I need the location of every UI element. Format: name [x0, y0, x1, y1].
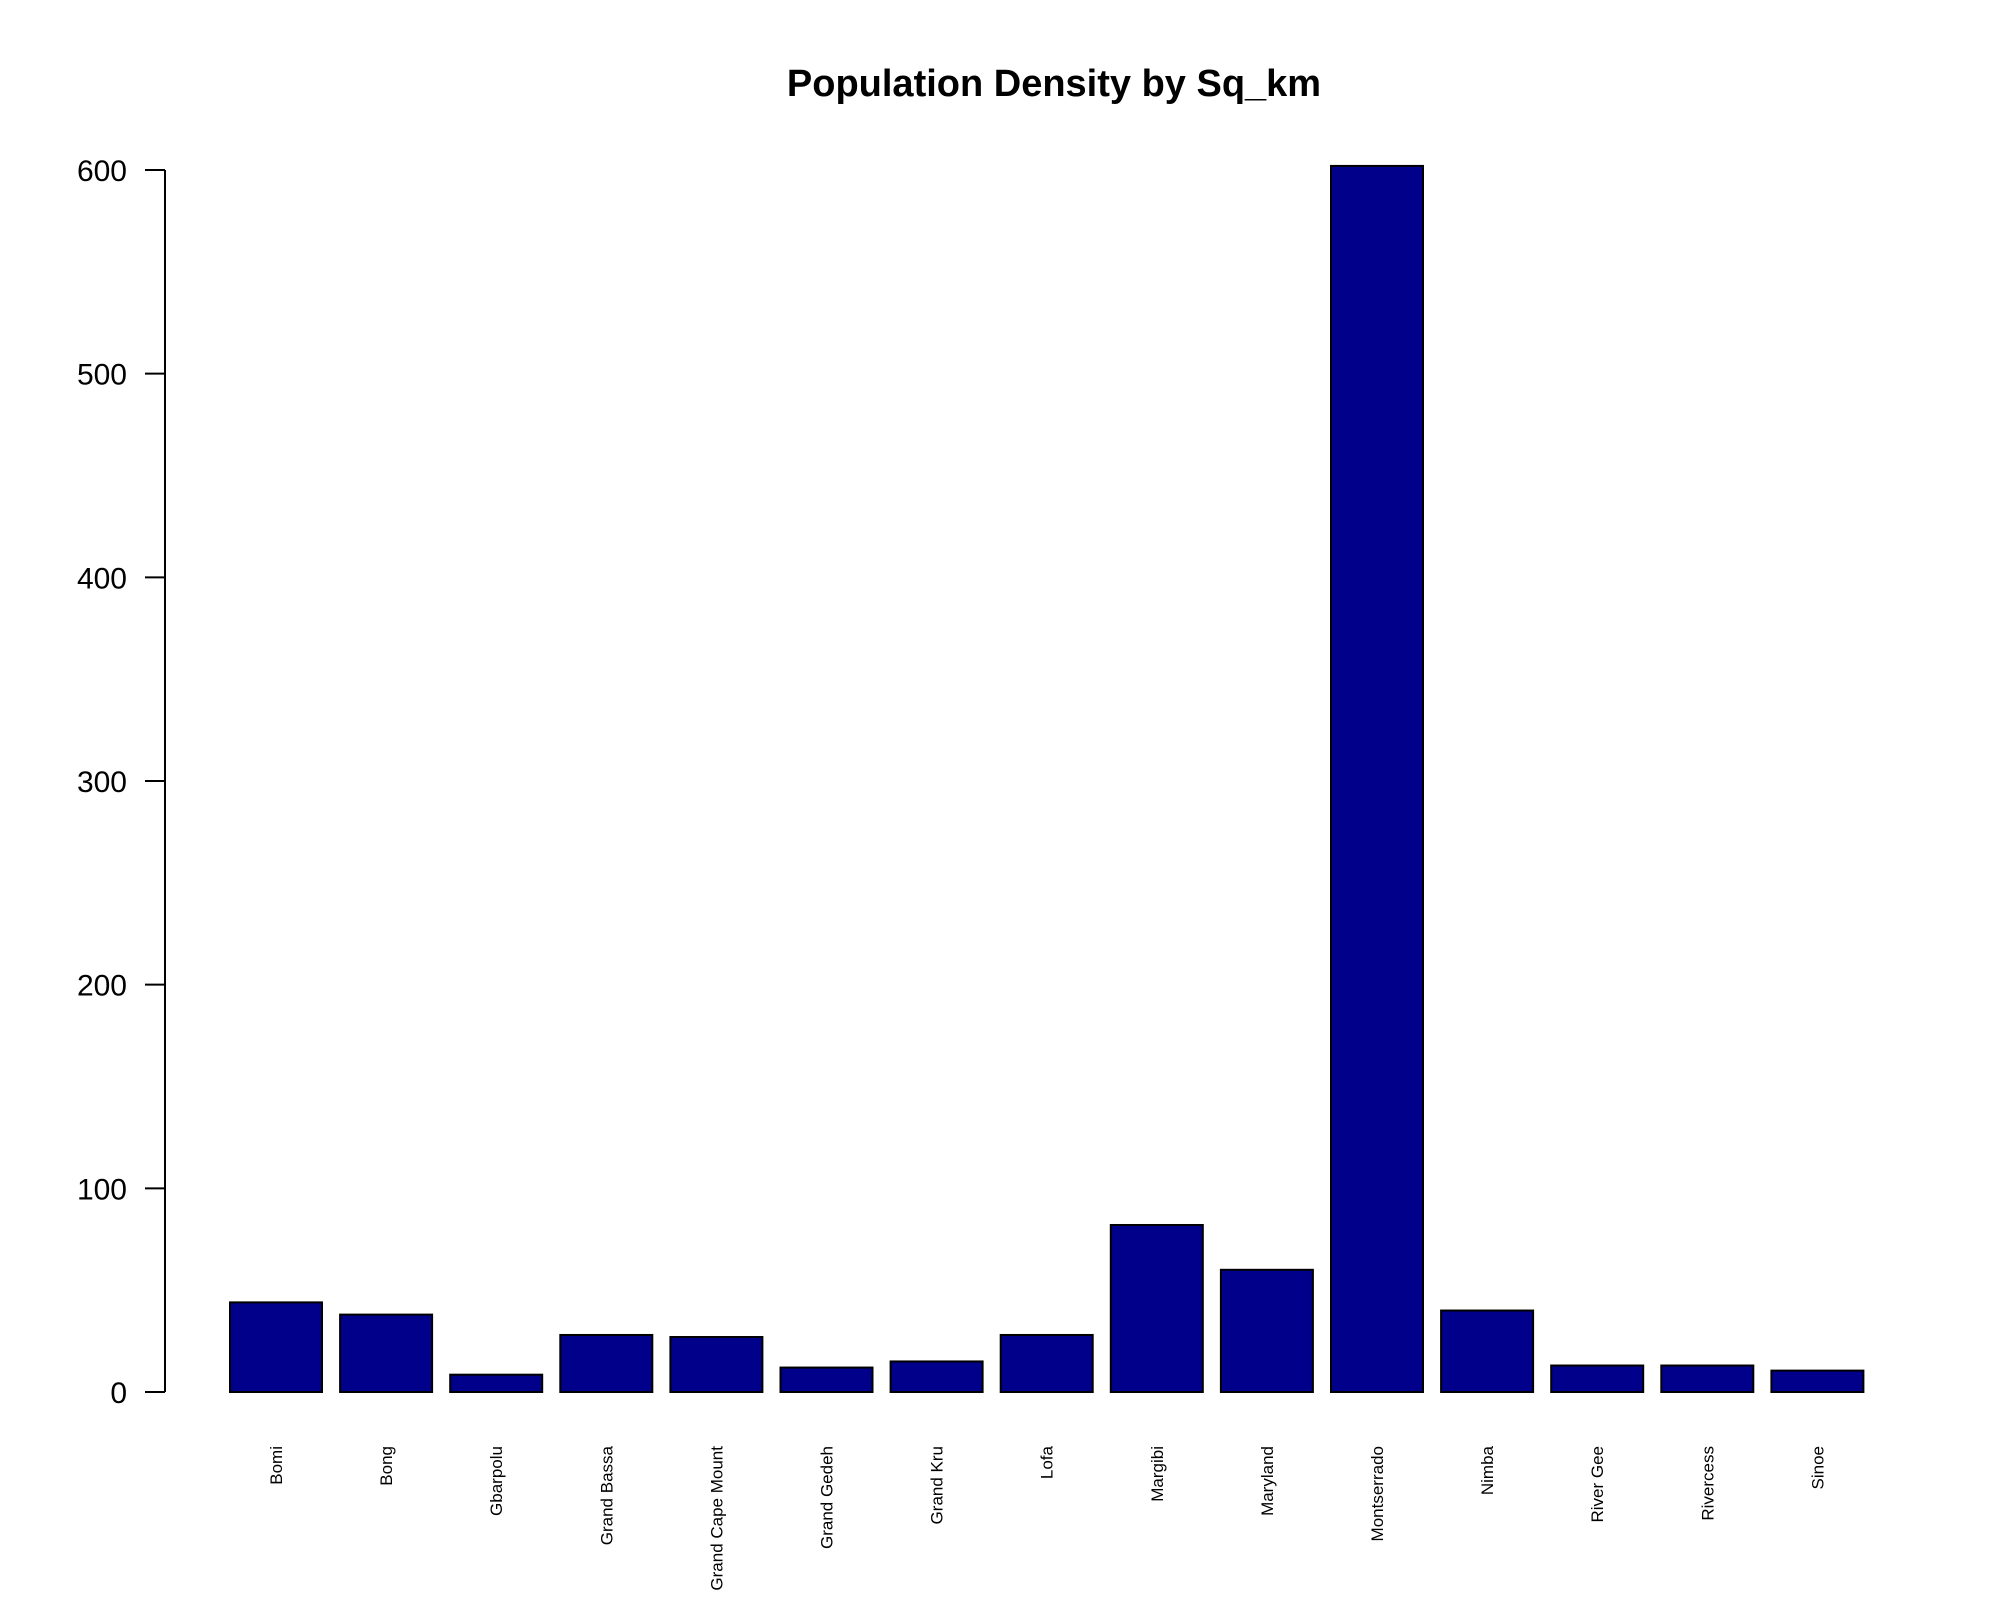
y-tick-label: 200 [77, 970, 127, 1003]
y-tick-label: 0 [110, 1377, 127, 1410]
bar-bong [339, 1313, 434, 1394]
y-tick-label: 600 [77, 155, 127, 188]
bar-river-gee [1550, 1364, 1645, 1393]
bar-bomi [229, 1301, 323, 1394]
bar-margibi [1109, 1223, 1204, 1393]
x-tick-label: Lofa [1038, 1445, 1057, 1479]
chart-title: Population Density by Sq_km [787, 63, 1321, 105]
y-tick-label: 300 [77, 766, 127, 799]
x-tick-label: Grand Cape Mount [707, 1446, 726, 1591]
x-tick-label: Montserrado [1368, 1446, 1387, 1541]
bar-lofa [999, 1333, 1094, 1394]
x-tick-label: Bong [377, 1446, 396, 1486]
x-tick-label: Maryland [1258, 1446, 1277, 1516]
x-tick-label: Nimba [1478, 1445, 1497, 1495]
bar-sinoe [1770, 1369, 1865, 1393]
x-tick-label: Rivercess [1698, 1446, 1717, 1521]
bar-maryland [1219, 1268, 1314, 1394]
bar-nimba [1440, 1309, 1535, 1393]
bar-montserrado [1330, 164, 1424, 1394]
x-tick-label: Grand Bassa [597, 1445, 616, 1545]
bar-rivercess [1660, 1364, 1755, 1393]
x-tick-label: River Gee [1588, 1446, 1607, 1523]
x-tick-label: Bomi [267, 1446, 286, 1485]
x-tick-label: Margibi [1148, 1446, 1167, 1502]
y-tick-label: 500 [77, 359, 127, 392]
y-tick-label: 400 [77, 562, 127, 595]
bars-group [229, 164, 1865, 1394]
y-tick-label: 100 [77, 1173, 127, 1206]
x-tick-label: Gbarpolu [487, 1446, 506, 1516]
x-axis-labels: Bomi Bong Gbarpolu Grand Bassa Grand Cape Mo… [267, 1445, 1827, 1590]
bar-grand-gedeh [779, 1366, 874, 1394]
x-tick-label: Grand Kru [928, 1446, 947, 1524]
x-tick-label: Sinoe [1808, 1446, 1827, 1489]
y-axis: 0 100 200 300 400 500 600 [77, 155, 166, 1410]
x-tick-label: Grand Gedeh [818, 1446, 837, 1549]
bar-grand-bassa [559, 1333, 654, 1394]
bar-grand-cape-mount [669, 1336, 764, 1394]
bar-gbarpolu [449, 1373, 544, 1394]
bar-grand-kru [889, 1360, 984, 1393]
